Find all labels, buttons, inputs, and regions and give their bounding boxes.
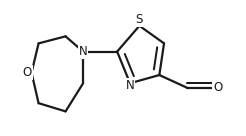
Text: O: O (213, 81, 223, 94)
Text: O: O (23, 66, 32, 79)
Text: N: N (79, 45, 88, 58)
Text: N: N (126, 79, 134, 92)
Text: S: S (136, 13, 143, 26)
